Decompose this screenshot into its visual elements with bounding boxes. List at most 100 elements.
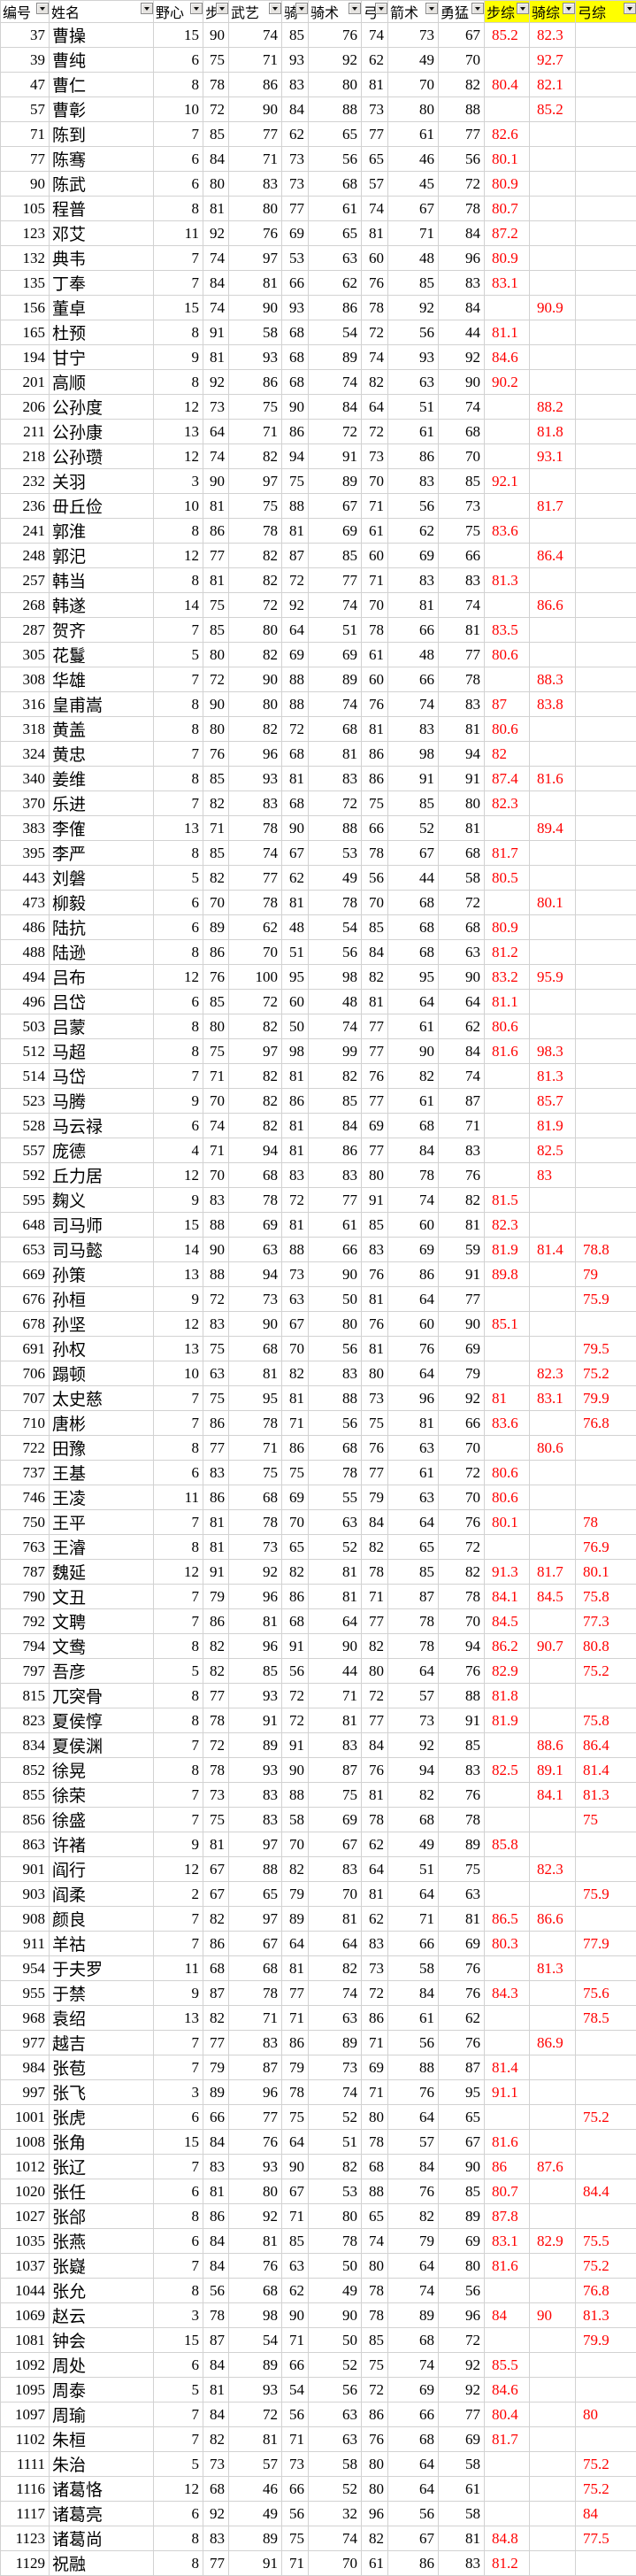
cell-cav-composite[interactable] — [530, 1014, 576, 1039]
cell-inf-composite[interactable]: 91.3 — [485, 1560, 530, 1585]
cell-martial[interactable]: 78 — [229, 1981, 282, 2006]
cell-riding[interactable]: 78 — [309, 1461, 362, 1485]
cell-riding[interactable]: 67 — [309, 494, 362, 519]
cell-id[interactable]: 1092 — [1, 2353, 50, 2378]
cell-cav-composite[interactable] — [530, 2006, 576, 2031]
cell-ambition[interactable]: 6 — [154, 2105, 203, 2130]
cell-riding[interactable]: 87 — [309, 1758, 362, 1783]
cell-valor[interactable]: 72 — [439, 891, 485, 915]
cell-valor[interactable]: 72 — [439, 2328, 485, 2353]
cell-name[interactable]: 朱治 — [50, 2452, 154, 2477]
cell-infantry[interactable]: 72 — [203, 667, 229, 692]
cell-infantry[interactable]: 81 — [203, 568, 229, 593]
cell-infantry[interactable]: 70 — [203, 1089, 229, 1114]
cell-riding[interactable]: 82 — [309, 1064, 362, 1089]
cell-archery[interactable]: 68 — [388, 891, 439, 915]
cell-inf-composite[interactable]: 81.4 — [485, 2055, 530, 2080]
cell-bow[interactable]: 71 — [362, 2080, 388, 2105]
cell-bow-composite[interactable] — [576, 147, 636, 172]
cell-cav-composite[interactable]: 89.4 — [530, 816, 576, 841]
cell-valor[interactable]: 83 — [439, 692, 485, 717]
cell-bow[interactable]: 81 — [362, 73, 388, 97]
cell-archery[interactable]: 49 — [388, 48, 439, 73]
cell-name[interactable]: 马超 — [50, 1039, 154, 1064]
cell-archery[interactable]: 62 — [388, 519, 439, 544]
cell-infantry[interactable]: 84 — [203, 2229, 229, 2254]
cell-ambition[interactable]: 8 — [154, 1535, 203, 1560]
cell-name[interactable]: 蹋顿 — [50, 1361, 154, 1386]
cell-ambition[interactable]: 2 — [154, 1882, 203, 1907]
cell-martial[interactable]: 76 — [229, 221, 282, 246]
cell-ambition[interactable]: 6 — [154, 2502, 203, 2526]
cell-valor[interactable]: 79 — [439, 1361, 485, 1386]
cell-bow-composite[interactable] — [576, 568, 636, 593]
cell-martial[interactable]: 82 — [229, 717, 282, 742]
cell-martial[interactable]: 96 — [229, 1585, 282, 1609]
cell-inf-composite[interactable]: 81.2 — [485, 940, 530, 965]
cell-name[interactable]: 张飞 — [50, 2080, 154, 2105]
cell-cavalry[interactable]: 81 — [282, 1064, 309, 1089]
cell-martial[interactable]: 90 — [229, 1312, 282, 1337]
cell-inf-composite[interactable] — [485, 1163, 530, 1188]
cell-archery[interactable]: 61 — [388, 2006, 439, 2031]
cell-ambition[interactable]: 3 — [154, 2303, 203, 2328]
cell-riding[interactable]: 77 — [309, 1188, 362, 1213]
cell-martial[interactable]: 93 — [229, 345, 282, 370]
cell-cavalry[interactable]: 81 — [282, 1114, 309, 1138]
cell-id[interactable]: 194 — [1, 345, 50, 370]
cell-ambition[interactable]: 7 — [154, 2155, 203, 2179]
cell-martial[interactable]: 65 — [229, 1882, 282, 1907]
cell-cav-composite[interactable] — [530, 2502, 576, 2526]
cell-cavalry[interactable]: 93 — [282, 296, 309, 320]
cell-martial[interactable]: 78 — [229, 1411, 282, 1436]
cell-ambition[interactable]: 12 — [154, 544, 203, 568]
cell-id[interactable]: 955 — [1, 1981, 50, 2006]
cell-bow[interactable]: 74 — [362, 23, 388, 48]
cell-bow[interactable]: 75 — [362, 791, 388, 816]
cell-infantry[interactable]: 85 — [203, 618, 229, 643]
cell-id[interactable]: 473 — [1, 891, 50, 915]
cell-id[interactable]: 794 — [1, 1634, 50, 1659]
cell-ambition[interactable]: 6 — [154, 915, 203, 940]
cell-cav-composite[interactable] — [530, 717, 576, 742]
cell-bow-composite[interactable] — [576, 866, 636, 891]
cell-martial[interactable]: 88 — [229, 1857, 282, 1882]
cell-archery[interactable]: 64 — [388, 990, 439, 1014]
cell-bow-composite[interactable] — [576, 172, 636, 197]
cell-name[interactable]: 徐荣 — [50, 1783, 154, 1808]
cell-ambition[interactable]: 8 — [154, 1634, 203, 1659]
cell-id[interactable]: 595 — [1, 1188, 50, 1213]
cell-cav-composite[interactable]: 82.3 — [530, 1361, 576, 1386]
cell-bow[interactable]: 65 — [362, 2204, 388, 2229]
cell-inf-composite[interactable] — [485, 2031, 530, 2055]
cell-bow[interactable]: 61 — [362, 2551, 388, 2576]
cell-bow[interactable]: 77 — [362, 1138, 388, 1163]
cell-martial[interactable]: 94 — [229, 1262, 282, 1287]
cell-bow-composite[interactable]: 76.8 — [576, 2279, 636, 2303]
cell-infantry[interactable]: 81 — [203, 494, 229, 519]
cell-archery[interactable]: 85 — [388, 271, 439, 296]
cell-infantry[interactable]: 81 — [203, 197, 229, 221]
cell-archery[interactable]: 56 — [388, 320, 439, 345]
cell-name[interactable]: 程普 — [50, 197, 154, 221]
cell-name[interactable]: 公孙康 — [50, 420, 154, 444]
cell-riding[interactable]: 83 — [309, 1733, 362, 1758]
cell-martial[interactable]: 83 — [229, 172, 282, 197]
cell-name[interactable]: 陆逊 — [50, 940, 154, 965]
cell-valor[interactable]: 71 — [439, 1114, 485, 1138]
cell-id[interactable]: 37 — [1, 23, 50, 48]
cell-infantry[interactable]: 82 — [203, 1659, 229, 1684]
cell-cavalry[interactable]: 73 — [282, 2452, 309, 2477]
cell-riding[interactable]: 83 — [309, 767, 362, 791]
cell-riding[interactable]: 61 — [309, 1213, 362, 1238]
cell-inf-composite[interactable]: 81.6 — [485, 2254, 530, 2279]
cell-bow-composite[interactable] — [576, 1485, 636, 1510]
cell-infantry[interactable]: 81 — [203, 1535, 229, 1560]
cell-archery[interactable]: 67 — [388, 841, 439, 866]
cell-bow[interactable]: 66 — [362, 816, 388, 841]
cell-id[interactable]: 710 — [1, 1411, 50, 1436]
cell-ambition[interactable]: 6 — [154, 1114, 203, 1138]
cell-id[interactable]: 787 — [1, 1560, 50, 1585]
cell-archery[interactable]: 96 — [388, 1386, 439, 1411]
cell-cavalry[interactable]: 75 — [282, 2105, 309, 2130]
